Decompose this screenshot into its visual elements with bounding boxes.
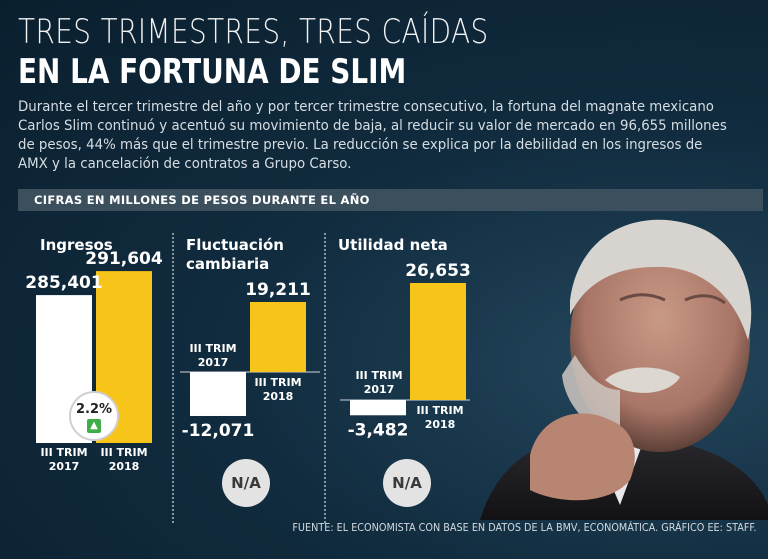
panel-divider [172,233,174,523]
growth-percent: 2.2% [75,402,113,417]
chart-fluctuacion: -12,071 19,211 III TRIM 2017 III TRIM 2018 [180,280,320,441]
category-label-fluctuacion-2018: III TRIM 2018 [254,376,301,403]
headline-line-1: TRES TRIMESTRES, TRES CAÍDAS [18,12,489,52]
bar-utilidad-2017 [350,400,406,416]
category-label-ingresos-2018: III TRIM 2018 [100,446,147,473]
value-label-ingresos-2017: 285,401 [25,273,102,293]
panel-title-utilidad: Utilidad neta [338,236,448,254]
value-label-ingresos-2018: 291,604 [85,249,163,269]
headline-line-2: EN LA FORTUNA DE SLIM [18,52,407,92]
bar-fluctuacion-2017 [190,372,246,416]
intro-paragraph: Durante el tercer trimestre del año y po… [18,99,727,172]
category-label-ingresos-2017: III TRIM 2017 [40,446,87,473]
na-badge-utilidad: N/A [383,459,431,507]
value-label-utilidad-2017: -3,482 [348,420,409,440]
bar-fluctuacion-2018 [250,302,306,372]
na-badge-fluctuacion: N/A [222,459,270,507]
value-label-utilidad-2018: 26,653 [405,261,471,281]
bar-utilidad-2018 [410,283,466,400]
category-label-fluctuacion-2017: III TRIM 2017 [189,342,236,369]
chart-utilidad: -3,482 26,653 III TRIM 2017 III TRIM 2018 [340,261,471,440]
panel-title-fluctuacion: Fluctuación cambiaria [186,236,284,273]
up-arrow-icon: ▲ [87,419,101,433]
value-label-fluctuacion-2017: -12,071 [182,421,255,441]
source-footnote: FUENTE: EL ECONOMISTA CON BASE EN DATOS … [291,522,756,534]
panel-divider [324,233,326,523]
category-label-utilidad-2018: III TRIM 2018 [416,404,463,431]
value-label-fluctuacion-2018: 19,211 [245,280,311,300]
panel-title-ingresos: Ingresos [40,236,113,254]
units-subheader: CIFRAS EN MILLONES DE PESOS DURANTE EL A… [18,189,763,211]
portrait-photo [480,219,768,520]
category-label-utilidad-2017: III TRIM 2017 [355,369,402,396]
growth-badge: 2.2% ▲ [69,391,119,441]
